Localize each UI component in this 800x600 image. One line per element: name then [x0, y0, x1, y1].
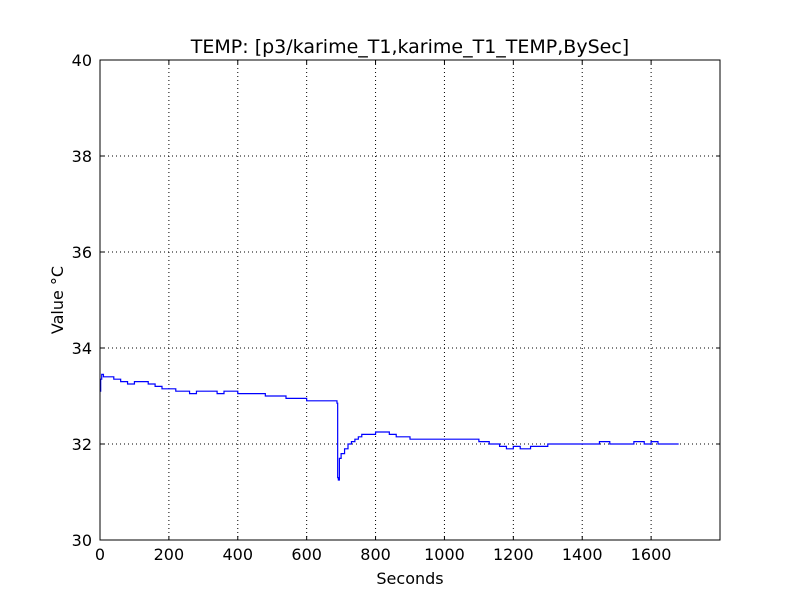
- series-line: [100, 373, 679, 481]
- x-tick-label: 400: [223, 545, 254, 564]
- plot-frame: [99, 59, 721, 541]
- x-tick-label: 1200: [493, 545, 534, 564]
- y-tick-label: 34: [72, 339, 92, 358]
- x-tick-label: 1600: [631, 545, 672, 564]
- x-tick-label: 0: [95, 545, 105, 564]
- y-tick-label: 36: [72, 243, 92, 262]
- y-tick-label: 32: [72, 435, 92, 454]
- chart-title: TEMP: [p3/karime_T1,karime_T1_TEMP,BySec…: [190, 36, 629, 58]
- y-tick-label: 30: [72, 531, 92, 550]
- x-tick-label: 800: [360, 545, 391, 564]
- plot-area: [100, 373, 679, 481]
- axis-ticks: [99, 59, 720, 541]
- x-tick-label: 1400: [562, 545, 603, 564]
- y-tick-labels: 30 32 34 36 38 40: [72, 51, 92, 550]
- x-tick-label: 600: [291, 545, 322, 564]
- grid-lines: [100, 60, 720, 540]
- x-tick-label: 200: [154, 545, 185, 564]
- x-axis-label: Seconds: [376, 569, 443, 588]
- y-axis-label: Value °C: [48, 266, 67, 334]
- y-tick-label: 38: [72, 147, 92, 166]
- x-tick-label: 1000: [424, 545, 465, 564]
- y-tick-label: 40: [72, 51, 92, 70]
- x-tick-labels: 0 200 400 600 800 1000 1200 1400 1600: [95, 545, 672, 564]
